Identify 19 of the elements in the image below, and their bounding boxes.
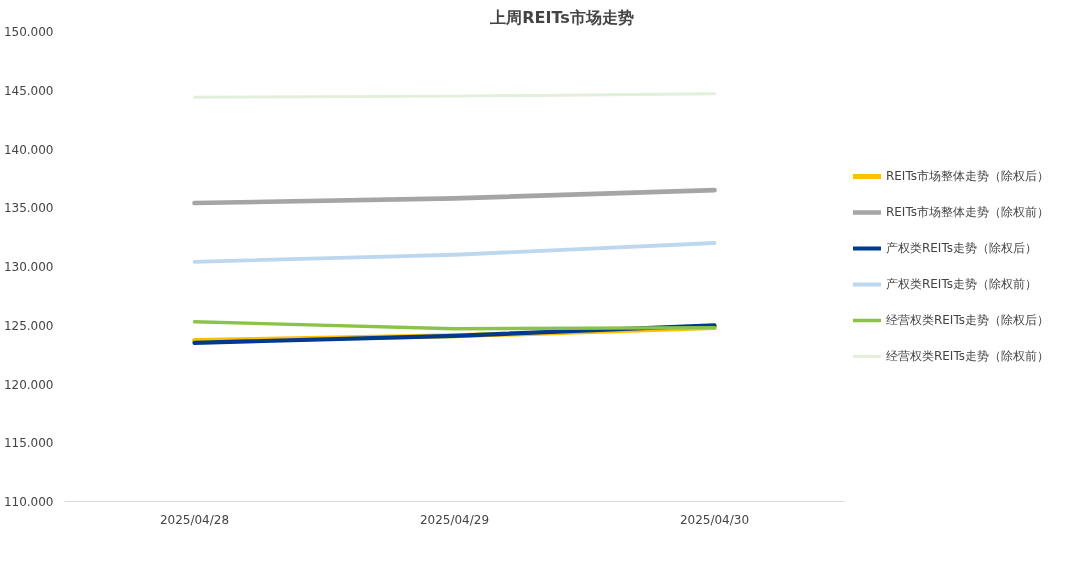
x-tick-label: 2025/04/29 [419, 512, 490, 527]
legend-label: 经营权类REITs走势（除权前） [885, 347, 1049, 365]
y-tick-label: 140.000 [3, 142, 54, 157]
y-tick-label: 130.000 [3, 260, 54, 274]
y-tick-label: 145.000 [3, 83, 54, 98]
legend-label: 经营权类REITs走势（除权后） [885, 311, 1049, 329]
legend-label: 产权类REITs走势（除权后） [885, 239, 1037, 257]
chart-title: 上周REITs市场走势 [489, 7, 634, 27]
y-tick-label: 115.000 [3, 436, 54, 451]
x-tick-label: 2025/04/28 [159, 512, 230, 527]
legend-label: REITs市场整体走势（除权前） [885, 203, 1049, 221]
y-tick-label: 110.000 [3, 495, 54, 509]
legend-label: 产权类REITs走势（除权前） [885, 275, 1037, 293]
x-tick-label: 2025/04/30 [679, 512, 750, 527]
y-tick-label: 125.000 [3, 318, 54, 333]
y-tick-label: 120.000 [3, 377, 54, 392]
legend-label: REITs市场整体走势（除权后） [885, 167, 1049, 185]
y-tick-label: 135.000 [3, 201, 54, 216]
y-tick-label: 150.000 [3, 25, 54, 39]
